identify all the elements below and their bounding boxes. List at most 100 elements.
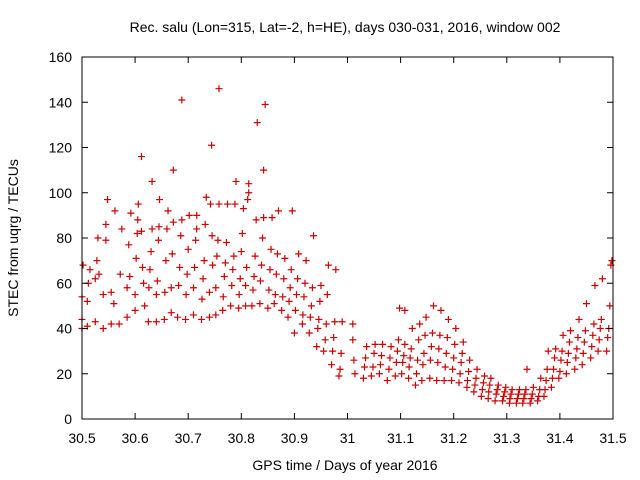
data-point bbox=[442, 349, 450, 357]
data-point bbox=[414, 356, 422, 364]
data-point bbox=[587, 354, 595, 362]
data-point bbox=[433, 377, 441, 385]
data-point bbox=[207, 200, 215, 208]
data-point bbox=[377, 352, 385, 360]
data-point bbox=[521, 390, 529, 398]
data-point bbox=[411, 381, 419, 389]
data-point bbox=[271, 291, 279, 299]
data-point bbox=[564, 349, 572, 357]
data-point bbox=[548, 374, 556, 382]
x-tick-label: 30.8 bbox=[228, 430, 255, 446]
data-point bbox=[137, 227, 145, 235]
data-point bbox=[596, 325, 604, 332]
data-point bbox=[287, 266, 295, 274]
data-point bbox=[145, 284, 153, 292]
data-point bbox=[513, 395, 521, 403]
data-point bbox=[478, 386, 486, 394]
data-point bbox=[400, 352, 408, 360]
data-point bbox=[597, 315, 605, 323]
data-point bbox=[581, 327, 589, 335]
data-point bbox=[502, 383, 510, 391]
x-tick-label: 30.7 bbox=[175, 430, 202, 446]
data-point bbox=[391, 372, 399, 380]
data-point bbox=[310, 232, 318, 240]
data-points bbox=[78, 85, 616, 407]
data-point bbox=[471, 381, 479, 389]
data-point bbox=[516, 386, 524, 394]
data-point bbox=[132, 254, 140, 262]
data-point bbox=[603, 347, 611, 355]
data-point bbox=[161, 288, 169, 296]
x-axis-label: GPS time / Days of year 2016 bbox=[252, 457, 437, 473]
data-point bbox=[526, 399, 534, 407]
data-point bbox=[245, 180, 253, 188]
data-point bbox=[457, 358, 465, 366]
data-point bbox=[394, 336, 402, 344]
data-point bbox=[435, 345, 443, 353]
data-point bbox=[118, 225, 126, 233]
data-point bbox=[315, 315, 323, 323]
data-point bbox=[273, 250, 281, 258]
data-point bbox=[185, 211, 193, 219]
data-point bbox=[279, 293, 287, 301]
data-point bbox=[177, 232, 185, 240]
y-tick-labels: 0 20 40 60 80 100 120 140 160 bbox=[49, 49, 73, 427]
y-tick-label: 160 bbox=[49, 49, 73, 65]
data-point bbox=[93, 257, 101, 265]
data-point bbox=[534, 397, 542, 405]
data-point bbox=[111, 207, 119, 215]
data-point bbox=[146, 266, 154, 274]
data-point bbox=[140, 279, 148, 287]
data-point bbox=[541, 386, 549, 394]
data-point bbox=[148, 177, 156, 185]
data-point bbox=[201, 220, 209, 228]
data-point bbox=[551, 354, 559, 362]
data-point bbox=[520, 395, 528, 403]
data-point bbox=[405, 374, 413, 382]
data-point bbox=[486, 381, 494, 389]
data-point bbox=[127, 209, 135, 217]
data-point bbox=[370, 349, 378, 357]
data-point bbox=[393, 347, 401, 355]
data-point bbox=[156, 196, 164, 204]
data-point bbox=[220, 272, 228, 280]
y-tick-label: 80 bbox=[56, 230, 72, 246]
data-point bbox=[479, 379, 487, 387]
data-point bbox=[250, 272, 258, 280]
data-point bbox=[472, 374, 480, 382]
data-point bbox=[336, 365, 344, 373]
data-point bbox=[572, 354, 580, 362]
data-point bbox=[422, 313, 430, 321]
data-point bbox=[314, 325, 322, 332]
data-point bbox=[590, 320, 598, 328]
data-point bbox=[514, 390, 522, 398]
data-point bbox=[448, 377, 456, 385]
data-point bbox=[501, 388, 509, 396]
data-point bbox=[401, 340, 409, 348]
data-point bbox=[281, 254, 289, 262]
data-point bbox=[362, 354, 370, 362]
data-point bbox=[152, 318, 160, 326]
data-point bbox=[589, 331, 597, 339]
data-point bbox=[219, 293, 227, 301]
data-point bbox=[288, 207, 296, 215]
data-point bbox=[212, 284, 220, 292]
data-point bbox=[107, 320, 115, 328]
data-point bbox=[197, 315, 205, 323]
data-point bbox=[260, 166, 268, 174]
data-point bbox=[557, 356, 565, 364]
data-point bbox=[190, 311, 198, 319]
data-point bbox=[565, 338, 573, 346]
data-point bbox=[332, 266, 340, 274]
data-point bbox=[426, 356, 434, 364]
x-tick-labels: 30.5 30.6 30.7 30.8 30.9 31 31.1 31.2 31.3 31.4 31… bbox=[68, 430, 626, 446]
data-point bbox=[456, 370, 464, 378]
data-point bbox=[295, 250, 303, 258]
data-point bbox=[375, 370, 383, 378]
data-point bbox=[107, 288, 115, 296]
data-point bbox=[215, 200, 223, 208]
data-point bbox=[575, 315, 583, 323]
data-point bbox=[167, 284, 175, 292]
data-point bbox=[230, 252, 238, 260]
data-point bbox=[449, 365, 457, 373]
